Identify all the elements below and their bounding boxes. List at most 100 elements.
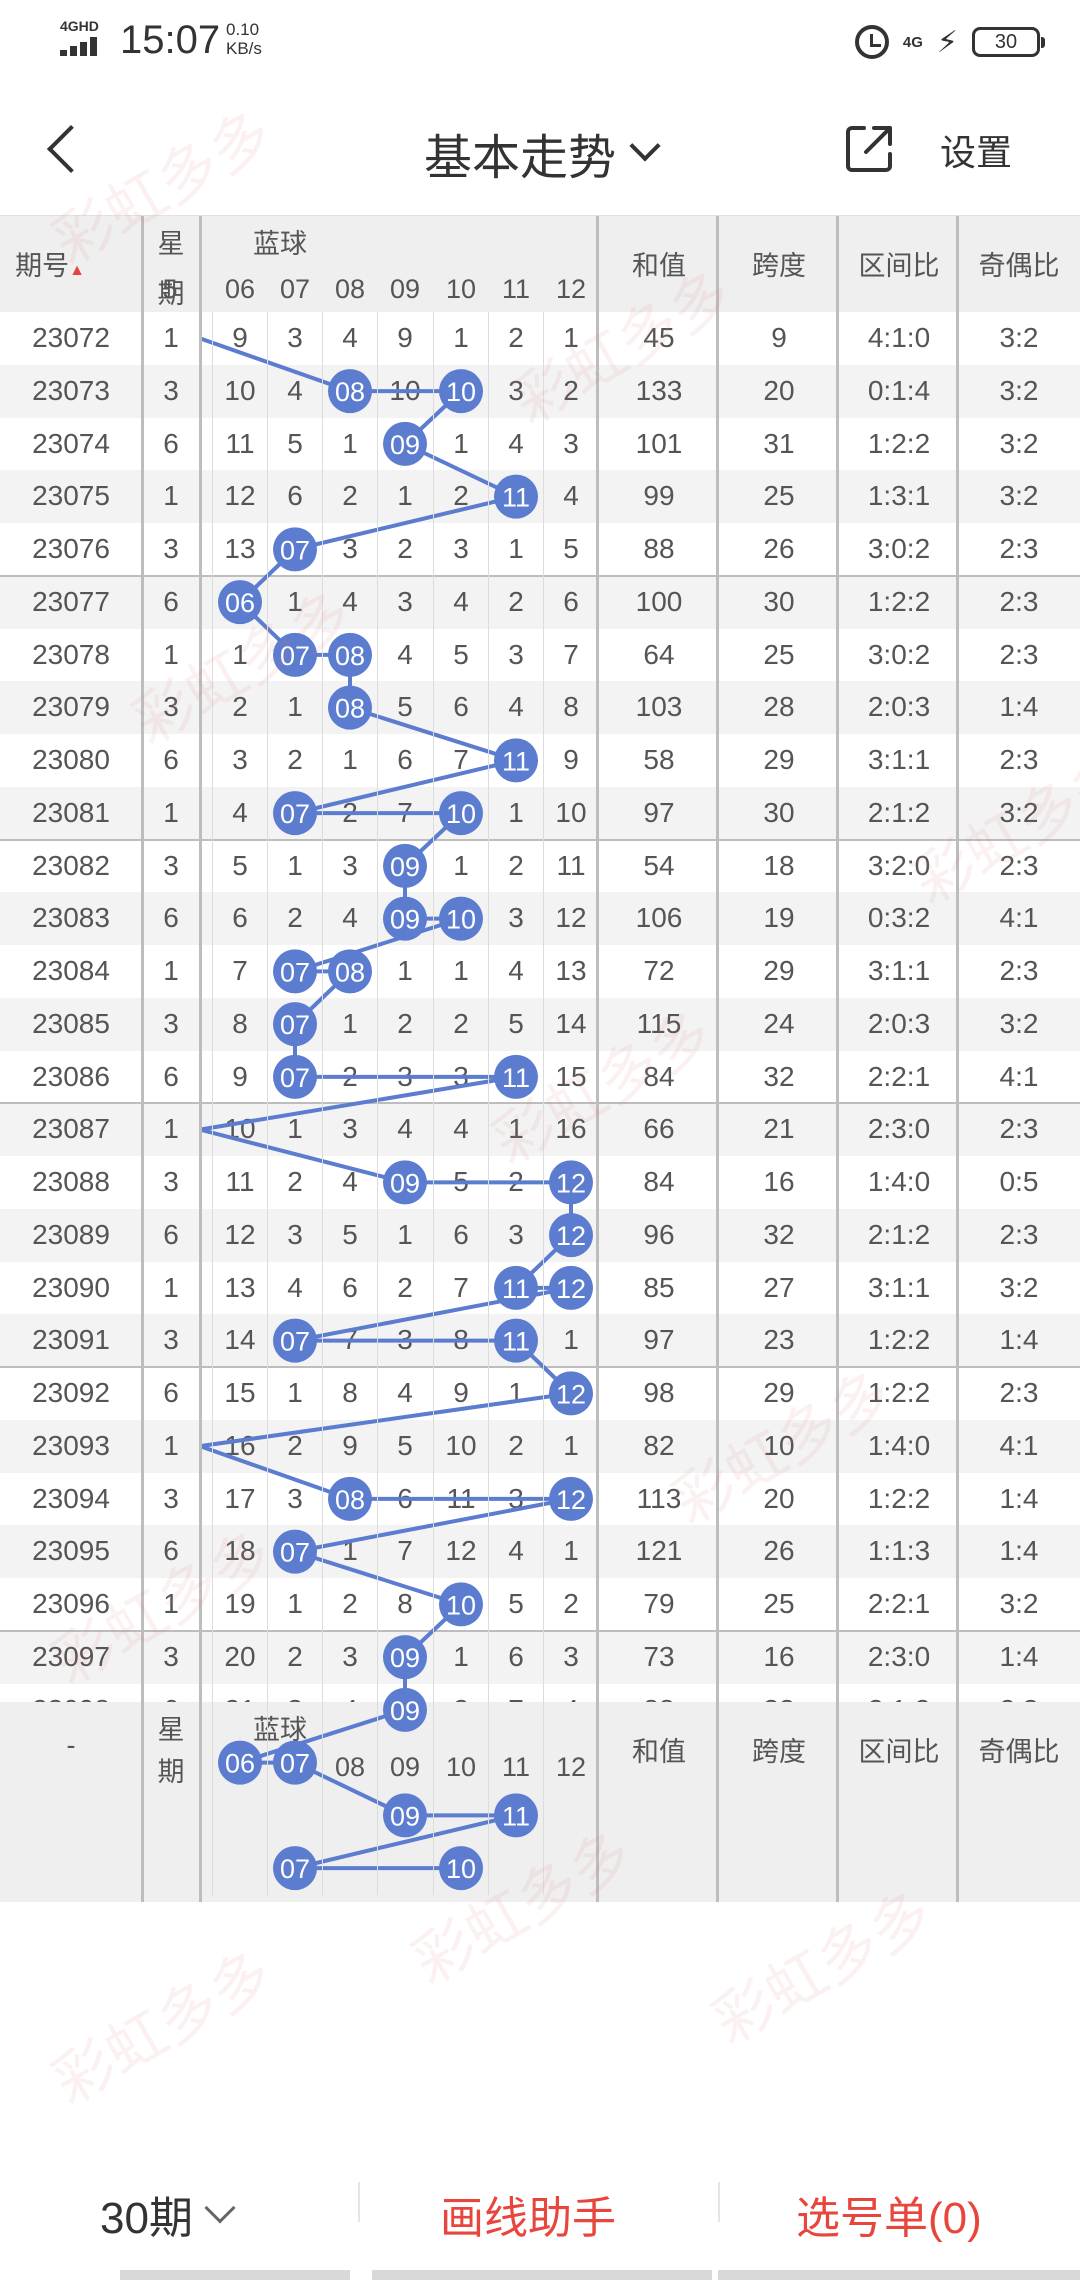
- ball-number: 07: [280, 957, 310, 987]
- drawn-ball: 11: [494, 1793, 538, 1838]
- blue-miss-cell: 9: [232, 322, 248, 353]
- ball-number: 08: [335, 957, 365, 987]
- sum-cell: 133: [635, 374, 683, 406]
- span-cell: 18: [763, 849, 795, 881]
- draw-line-assistant-button[interactable]: 画线助手: [440, 2194, 616, 2243]
- blue-miss-cell: 4: [397, 638, 413, 670]
- blue-miss-cell: 3: [508, 638, 524, 670]
- zone-ratio-cell: 2:0:3: [867, 1007, 931, 1039]
- period-cell: 23074: [32, 427, 110, 459]
- blue-miss-cell: 15: [224, 1377, 256, 1408]
- blue-miss-cell: 16: [555, 1113, 587, 1145]
- zone-ratio-cell: 2:0:3: [867, 691, 931, 723]
- table-row: 23085 3 8 1 2 2 5 14 115 24 2:0:3 3:2: [0, 997, 1080, 1051]
- blue-col-header: 07: [279, 274, 311, 304]
- blue-miss-cell: 1: [342, 1007, 358, 1039]
- table-row: 23090 1 13 4 6 2 7 85 27 3:1:1 3:2: [0, 1262, 1080, 1315]
- share-icon[interactable]: [842, 120, 898, 176]
- zone-ratio-cell: 3:2:0: [867, 849, 931, 881]
- blue-miss-cell: 10: [555, 796, 587, 828]
- column-divider: [199, 216, 202, 1902]
- zone-ratio-cell: 3:1:1: [867, 1271, 931, 1303]
- period-cell: 23088: [32, 1166, 110, 1197]
- period-count-label: 30期: [100, 2194, 193, 2243]
- selection-list-button[interactable]: 选号单(0): [796, 2194, 982, 2243]
- blue-miss-cell: 11: [225, 427, 255, 459]
- span-cell: 29: [763, 955, 795, 986]
- period-cell: 23081: [32, 796, 110, 828]
- blue-miss-cell: 8: [232, 1007, 248, 1039]
- footer-sum: 和值: [632, 1737, 686, 1767]
- ball-number: 08: [335, 1485, 365, 1515]
- blue-miss-cell: 5: [453, 638, 469, 670]
- group-separator: [0, 838, 1080, 841]
- trend-line-segment: [294, 758, 517, 816]
- week-cell: 1: [163, 1271, 179, 1303]
- blue-miss-cell: 5: [563, 533, 579, 564]
- sum-cell: 79: [643, 1588, 675, 1619]
- week-cell: 3: [163, 1007, 179, 1039]
- blue-miss-cell: 4: [508, 427, 524, 459]
- zone-ratio-header: 区间比: [858, 251, 940, 281]
- grid-divider: [212, 312, 213, 1895]
- ball-number: 08: [335, 641, 365, 671]
- period-header[interactable]: 期号▲: [15, 251, 85, 281]
- week-cell: 1: [163, 1429, 179, 1461]
- footer-blue-ball: 蓝球: [253, 1715, 307, 1745]
- drawn-ball: 11: [494, 1318, 538, 1363]
- odd-even-cell: 3:2: [999, 427, 1039, 459]
- blue-miss-cell: 4: [342, 902, 358, 934]
- period-cell: 23096: [32, 1588, 110, 1619]
- ball-number: 10: [446, 1590, 476, 1620]
- blue-miss-cell: 2: [508, 849, 524, 881]
- zone-ratio-cell: 3:1:1: [867, 744, 931, 775]
- sum-cell: 101: [635, 427, 683, 459]
- period-cell: 23076: [32, 533, 110, 564]
- scroll-strip: [718, 2270, 1080, 2280]
- ball-number: 11: [502, 746, 530, 776]
- blue-miss-cell: 1: [287, 1588, 303, 1619]
- clock: 15:07: [120, 18, 221, 62]
- table-row: 23082 3 5 1 3 1 2 11 54 18 3:2:0 2:3: [0, 840, 1080, 893]
- chart-type-dropdown[interactable]: 基本走势: [424, 118, 661, 188]
- period-cell: 23075: [32, 480, 110, 512]
- blue-miss-cell: 5: [397, 1429, 413, 1461]
- blue-miss-cell: 2: [397, 533, 413, 564]
- blue-miss-cell: 4: [508, 691, 524, 723]
- week-cell: 1: [163, 638, 179, 670]
- drawn-ball: 12: [549, 1160, 593, 1205]
- blue-miss-cell: 3: [508, 1218, 524, 1250]
- sum-cell: 73: [643, 1640, 675, 1672]
- period-cell: 23094: [32, 1482, 110, 1514]
- period-count-dropdown[interactable]: 30期: [100, 2182, 236, 2246]
- blue-miss-cell: 1: [397, 955, 413, 986]
- blue-miss-cell: 2: [287, 744, 303, 775]
- settings-button[interactable]: 设置: [940, 132, 1013, 173]
- period-cell: 23084: [32, 955, 110, 986]
- odd-even-cell: 1:4: [999, 1324, 1039, 1356]
- span-cell: 16: [763, 1640, 795, 1672]
- ball-number: 09: [390, 1168, 420, 1198]
- period-cell: 23082: [32, 849, 110, 881]
- table-row: 23087 1 10 1 3 4 4 1 16 66 21 2:3:0 2:3: [0, 1103, 1080, 1156]
- ball-number: 12: [556, 1221, 586, 1251]
- blue-miss-cell: 1: [397, 480, 413, 512]
- blue-miss-cell: 3: [287, 322, 303, 353]
- week-cell: 6: [163, 1377, 179, 1408]
- span-cell: 29: [763, 1377, 795, 1408]
- ball-number: 07: [280, 1327, 310, 1357]
- week-cell: 3: [163, 533, 179, 564]
- sum-cell: 106: [635, 902, 683, 934]
- week-cell: 1: [163, 1588, 179, 1619]
- ball-number: 12: [556, 1168, 586, 1198]
- blue-ball-header: 蓝球: [253, 229, 307, 259]
- divider: [718, 2182, 720, 2222]
- table-row: 23079 3 2 1 5 6 4 8 103 28 2:0:3 1:4: [0, 681, 1080, 734]
- drawn-ball: 12: [549, 1371, 593, 1416]
- footer-period: -: [66, 1730, 76, 1760]
- week-cell: 3: [163, 1166, 179, 1197]
- sum-cell: 99: [643, 480, 675, 512]
- group-separator: [0, 1629, 1080, 1632]
- drawn-ball: 06: [218, 580, 262, 625]
- zone-ratio-cell: 2:3:0: [867, 1113, 931, 1145]
